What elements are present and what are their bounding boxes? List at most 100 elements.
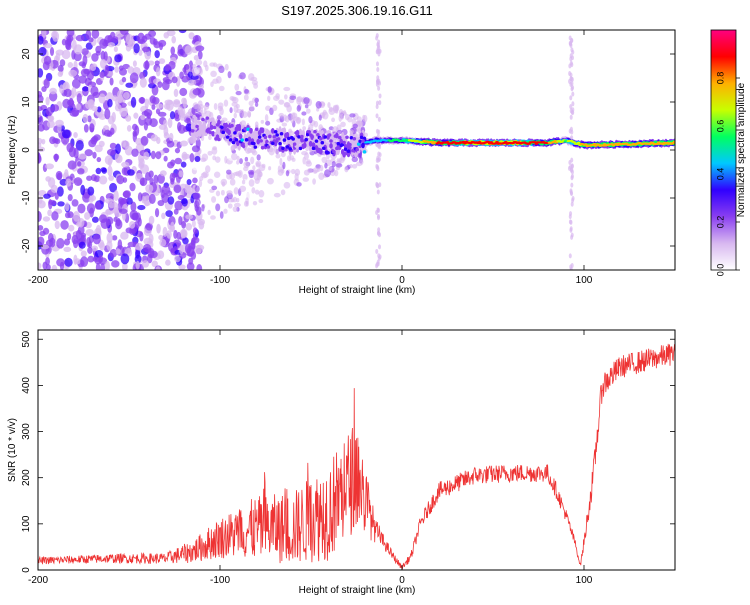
spectrogram-noise-blob: [148, 82, 156, 89]
spectrogram-noise-blob: [200, 157, 207, 163]
spectrogram-noise-blob: [107, 165, 113, 177]
spectrogram-noise-blob: [189, 152, 195, 163]
spectrogram-ridge-mark: [236, 124, 240, 128]
spectrogram-noise-blob: [126, 169, 135, 176]
spectrogram-streak-blob: [571, 197, 575, 203]
spectrogram-noise-blob: [59, 84, 65, 94]
spectrogram-noise-blob: [122, 190, 131, 198]
spectrogram-streak-blob: [377, 227, 381, 233]
spectrogram-ridge-mark: [212, 125, 217, 130]
spectrogram-noise-blob: [210, 70, 217, 78]
spectrogram-noise-blob: [71, 234, 79, 245]
spectrogram-noise-blob: [167, 196, 175, 205]
spectrogram-noise-blob: [295, 116, 302, 124]
spectrogram-noise-blob: [332, 105, 339, 114]
spectrogram-streak-blob: [378, 100, 382, 106]
spectrogram-noise-blob: [133, 43, 140, 54]
spectrogram-noise-blob: [80, 256, 89, 267]
spectrogram-noise-blob: [114, 104, 122, 112]
spectrogram-noise-blob: [98, 214, 108, 223]
spectrogram-noise-blob: [191, 145, 201, 153]
spectrogram-noise-blob: [173, 184, 182, 194]
spectrogram-ridge-mark: [294, 131, 298, 135]
spectrogram-noise-blob: [275, 153, 281, 159]
spectrogram-streak-blob: [570, 37, 574, 43]
spectrogram-noise-blob: [92, 234, 101, 245]
y-tick-label: 20: [21, 48, 32, 60]
snr-y-axis-label: SNR (10 * v/v): [7, 418, 18, 482]
spectrogram-streak-blob: [378, 244, 382, 250]
spectrogram-noise-blob: [256, 168, 261, 175]
spectrogram-ridge-mark: [329, 143, 333, 149]
spectrogram-noise-blob: [99, 59, 107, 69]
snr-panel: -200 -100 0 100 0 100 200 300 400 500 Height of s…: [7, 329, 676, 596]
spectrogram-noise-blob: [178, 264, 186, 270]
spectrogram-noise-blob: [192, 165, 200, 171]
spectrogram-noise-blob: [331, 160, 336, 168]
spectrogram-streak-blob: [377, 129, 381, 135]
y-tick-label: -20: [21, 238, 32, 253]
spectrogram-noise-blob: [56, 258, 65, 267]
spectrogram-noise-blob: [126, 124, 132, 132]
spectrogram-noise-blob: [51, 264, 58, 270]
spectrogram-noise-blob: [224, 155, 228, 164]
spectrogram-noise-blob: [180, 229, 187, 239]
spectrogram-noise-blob: [140, 114, 146, 120]
spectrogram-streak-blob: [569, 72, 573, 78]
spectrogram-noise-blob: [106, 148, 116, 156]
spectrogram-streak-blob: [570, 167, 574, 173]
spectrogram-noise-blob: [254, 97, 259, 103]
spectrogram-y-axis-label: Frequency (Hz): [7, 116, 18, 185]
spectrogram-ridge-mark: [336, 141, 341, 146]
spectrogram-noise-blob: [43, 55, 52, 65]
spectrogram-noise-blob: [179, 140, 189, 147]
spectrogram-noise-blob: [251, 187, 256, 194]
spectrogram-streak-blob: [571, 101, 575, 107]
spectrogram-noise-blob: [75, 34, 85, 42]
spectrogram-noise-blob: [39, 230, 46, 237]
spectrogram-noise-blob: [73, 132, 78, 139]
spectrogram-noise-blob: [45, 163, 54, 170]
spectrogram-streak-blob: [567, 165, 571, 171]
spectrogram-streak-blob: [375, 181, 379, 187]
x-tick-label: -100: [210, 275, 230, 286]
colorbar: 0.0 0.2 0.4 0.6 0.8 Normalized spectral ampl…: [710, 29, 747, 276]
spectrogram-noise-blob: [227, 71, 232, 79]
spectrogram-ridge-mark: [233, 131, 237, 135]
spectrogram-ridge-mark: [195, 124, 199, 129]
x-tick-label: -100: [210, 575, 230, 586]
spectrogram-noise-blob: [241, 99, 246, 108]
spectrogram-noise-blob: [168, 60, 176, 70]
spectrogram-noise-blob: [315, 100, 322, 109]
spectrogram-noise-blob: [144, 98, 149, 109]
spectrogram-noise-blob: [267, 95, 271, 102]
spectrogram-streak-blob: [568, 78, 572, 84]
spectrogram-streak-blob: [377, 151, 381, 157]
spectrogram-noise-blob: [356, 116, 362, 123]
spectrogram-noise-blob: [292, 112, 296, 121]
spectrogram-noise-blob: [349, 113, 356, 118]
chart-title: S197.2025.306.19.16.G11: [281, 3, 433, 18]
spectrogram-ridge-mark: [231, 140, 236, 145]
spectrogram-streak-blob: [378, 232, 382, 238]
spectrogram-noise-blob: [68, 97, 74, 109]
spectrogram-noise-blob: [96, 156, 102, 163]
spectrogram-noise-blob: [260, 119, 265, 124]
spectrogram-streak-blob: [375, 104, 379, 110]
spectrogram-noise-blob: [104, 260, 110, 270]
spectrogram-noise-blob: [71, 78, 81, 89]
spectrogram-noise-blob: [229, 178, 236, 186]
spectrogram-ridge-mark: [259, 139, 263, 143]
spectrogram-ridge-mark: [291, 137, 295, 141]
spectrogram-noise-blob: [169, 172, 176, 183]
colorbar-tick-label: 0.6: [715, 120, 725, 133]
snr-series-line: [38, 343, 675, 570]
spectrogram-ridge-mark: [198, 120, 202, 125]
spectrogram-noise-blob: [218, 65, 225, 74]
spectrogram-ridge-mark: [355, 147, 360, 152]
spectrogram-noise-blob: [78, 241, 86, 249]
y-tick-label: 10: [21, 96, 32, 108]
spectrogram-noise-blob: [96, 106, 102, 113]
spectrogram-noise-blob: [38, 137, 43, 145]
